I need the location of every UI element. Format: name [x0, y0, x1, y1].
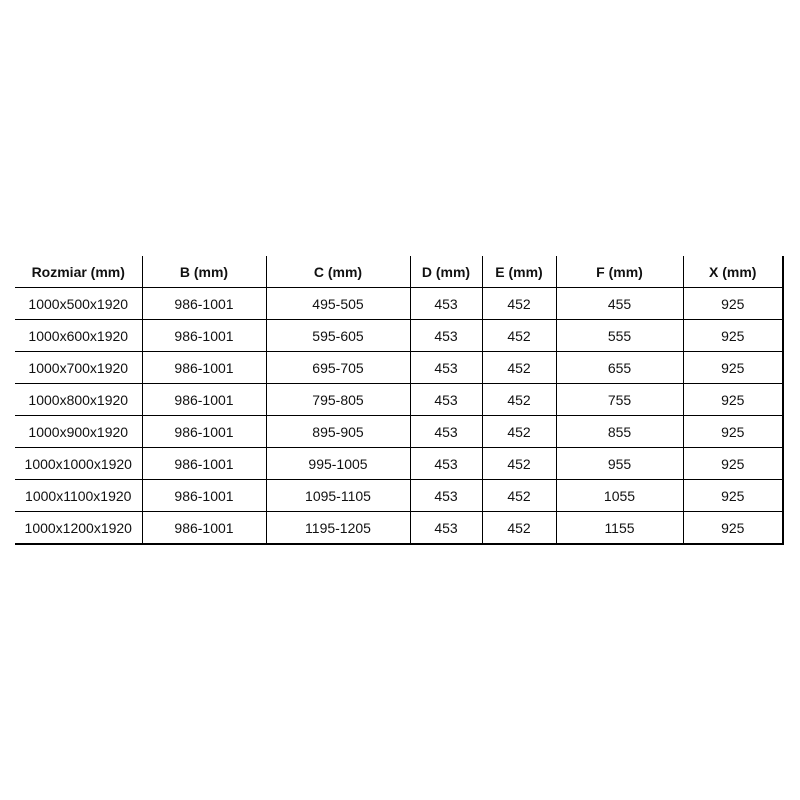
table-cell: 925 [682, 511, 784, 545]
header-row: Rozmiar (mm) B (mm) C (mm) D (mm) E (mm) F (m… [15, 256, 784, 288]
table-cell: 452 [481, 351, 556, 384]
table-cell: 1195-1205 [265, 511, 410, 545]
column-header: Rozmiar (mm) [15, 256, 142, 288]
table-row: 1000x1100x1920 986-1001 1095-1105 453 452 105… [15, 479, 784, 512]
table-cell: 986-1001 [141, 351, 266, 384]
table-cell: 453 [409, 319, 482, 352]
table-cell: 925 [682, 447, 784, 480]
table-cell: 1095-1105 [265, 479, 410, 512]
table-cell: 855 [555, 415, 683, 448]
table-cell: 452 [481, 287, 556, 320]
table-cell: 695-705 [265, 351, 410, 384]
table-cell: 1000x1100x1920 [15, 479, 142, 512]
table-cell: 925 [682, 319, 784, 352]
table-cell: 452 [481, 319, 556, 352]
table-cell: 986-1001 [141, 319, 266, 352]
table-row: 1000x1000x1920 986-1001 995-1005 453 452 955 9… [15, 447, 784, 480]
table-cell: 453 [409, 415, 482, 448]
table-row: 1000x800x1920 986-1001 795-805 453 452 755 925 [15, 383, 784, 416]
table-cell: 925 [682, 415, 784, 448]
table-cell: 452 [481, 447, 556, 480]
table-cell: 986-1001 [141, 479, 266, 512]
table-cell: 755 [555, 383, 683, 416]
table-cell: 455 [555, 287, 683, 320]
table-row: 1000x700x1920 986-1001 695-705 453 452 655 925 [15, 351, 784, 384]
column-header: D (mm) [409, 256, 482, 288]
table-cell: 453 [409, 511, 482, 545]
table-cell: 995-1005 [265, 447, 410, 480]
table-row: 1000x600x1920 986-1001 595-605 453 452 555 925 [15, 319, 784, 352]
table-cell: 795-805 [265, 383, 410, 416]
table-cell: 453 [409, 479, 482, 512]
table-cell: 986-1001 [141, 287, 266, 320]
column-header: E (mm) [481, 256, 556, 288]
table-cell: 1000x500x1920 [15, 287, 142, 320]
table-cell: 452 [481, 511, 556, 545]
table-cell: 986-1001 [141, 511, 266, 545]
table-cell: 453 [409, 383, 482, 416]
column-header: F (mm) [555, 256, 683, 288]
table-row: 1000x1200x1920 986-1001 1195-1205 453 452 115… [15, 511, 784, 545]
table-cell: 925 [682, 383, 784, 416]
table-cell: 1000x1200x1920 [15, 511, 142, 545]
table-cell: 1000x900x1920 [15, 415, 142, 448]
table-cell: 495-505 [265, 287, 410, 320]
table-cell: 452 [481, 383, 556, 416]
column-header: C (mm) [265, 256, 410, 288]
table-cell: 453 [409, 351, 482, 384]
table-cell: 925 [682, 479, 784, 512]
table-cell: 453 [409, 447, 482, 480]
table-cell: 1155 [555, 511, 683, 545]
table-cell: 655 [555, 351, 683, 384]
table-cell: 452 [481, 415, 556, 448]
table-cell: 595-605 [265, 319, 410, 352]
table-cell: 925 [682, 351, 784, 384]
table-cell: 895-905 [265, 415, 410, 448]
table-cell: 1000x700x1920 [15, 351, 142, 384]
dimensions-table: Rozmiar (mm) B (mm) C (mm) D (mm) E (mm) F (m… [15, 256, 784, 545]
table-cell: 925 [682, 287, 784, 320]
table-cell: 1000x1000x1920 [15, 447, 142, 480]
table-cell: 986-1001 [141, 383, 266, 416]
table-cell: 555 [555, 319, 683, 352]
table-cell: 986-1001 [141, 447, 266, 480]
table-cell: 1000x800x1920 [15, 383, 142, 416]
table-row: 1000x500x1920 986-1001 495-505 453 452 455 925 [15, 287, 784, 320]
table-cell: 955 [555, 447, 683, 480]
column-header: B (mm) [141, 256, 266, 288]
table-row: 1000x900x1920 986-1001 895-905 453 452 855 925 [15, 415, 784, 448]
table-cell: 452 [481, 479, 556, 512]
table-cell: 1055 [555, 479, 683, 512]
table-cell: 986-1001 [141, 415, 266, 448]
table-cell: 453 [409, 287, 482, 320]
column-header: X (mm) [682, 256, 784, 288]
table-cell: 1000x600x1920 [15, 319, 142, 352]
